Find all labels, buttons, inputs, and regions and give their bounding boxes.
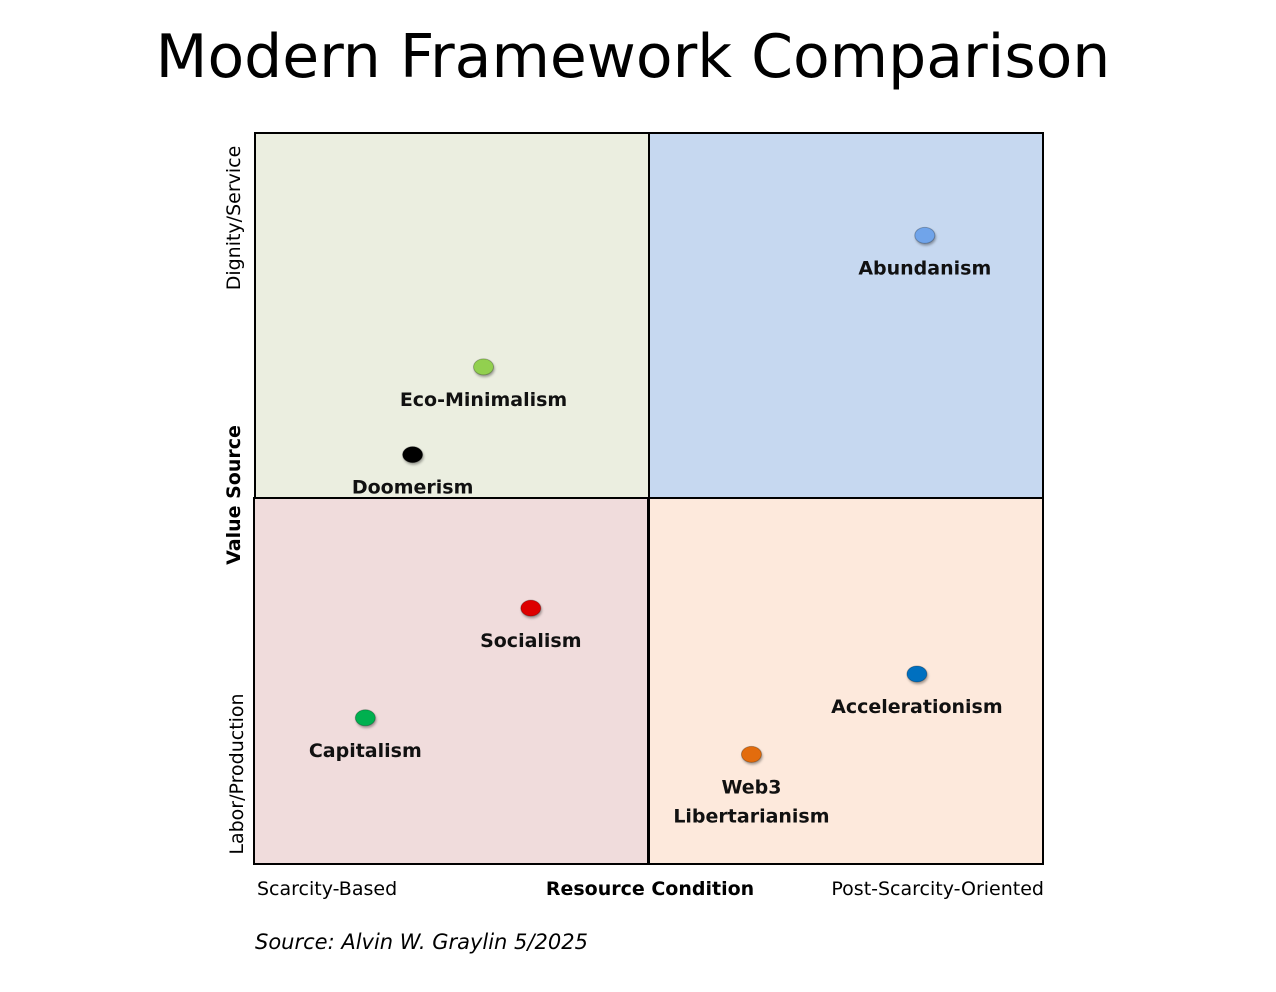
- source-note: Source: Alvin W. Graylin 5/2025: [255, 930, 588, 954]
- y-tick-low: Labor/Production: [226, 693, 248, 854]
- y-tick-high: Dignity/Service: [223, 146, 245, 291]
- point-label-doomerism: Doomerism: [352, 477, 474, 499]
- point-capitalism: [354, 709, 376, 727]
- point-label-socialism: Socialism: [480, 630, 581, 652]
- quadrant-bottom-right: [648, 497, 1044, 865]
- point-accelerationism: [906, 665, 928, 683]
- point-eco-minimalism: [473, 358, 495, 376]
- point-label-capitalism: Capitalism: [309, 740, 422, 762]
- point-abundanism: [914, 226, 936, 244]
- point-doomerism: [402, 446, 424, 464]
- points-layer: Abundanism Eco-Minimalism Doomerism Sociali…: [309, 226, 1003, 827]
- point-label-eco-minimalism: Eco-Minimalism: [400, 389, 567, 411]
- point-label-accelerationism: Accelerationism: [831, 696, 1003, 718]
- point-label-abundanism: Abundanism: [858, 257, 991, 279]
- point-label-web3-libertarianism-line-2: Libertarianism: [673, 805, 829, 827]
- point-web3-libertarianism: [740, 745, 762, 763]
- y-axis-title: Value Source: [223, 425, 245, 565]
- x-tick-low: Scarcity-Based: [257, 878, 397, 900]
- quadrant-top-left: [254, 132, 650, 499]
- quadrant-bottom-left: [253, 497, 649, 865]
- point-socialism: [520, 599, 542, 617]
- x-tick-high: Post-Scarcity-Oriented: [831, 878, 1044, 900]
- point-label-web3-libertarianism-line-1: Web3: [721, 776, 781, 798]
- chart-title: Modern Framework Comparison: [155, 22, 1111, 92]
- quadrant-top-right: [648, 132, 1044, 499]
- x-axis-title: Resource Condition: [546, 878, 754, 900]
